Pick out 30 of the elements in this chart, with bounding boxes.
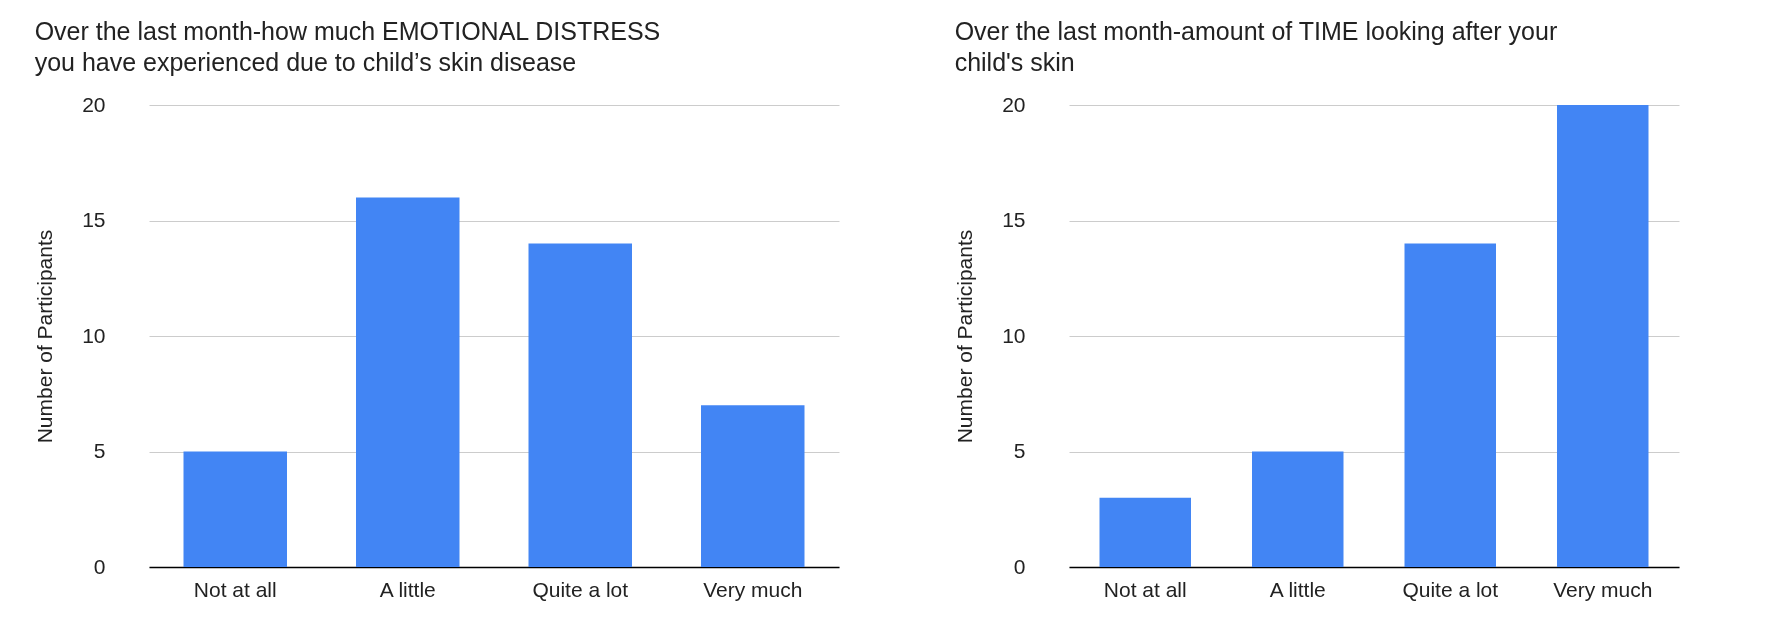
x-tick-label: Very much (703, 577, 803, 601)
y-tick-label: 20 (1002, 92, 1026, 116)
chart-title: Over the last month-how much EMOTIONAL DISTRESS you have experienced due to child’s skin disease (34, 17, 661, 76)
bar (1404, 243, 1496, 567)
bar (356, 197, 460, 567)
y-tick-label: 5 (1013, 439, 1026, 462)
x-tick-label: A little (379, 577, 436, 601)
y-tick-label: 0 (93, 554, 106, 578)
bar (1099, 497, 1191, 567)
y-tick-label: 15 (1002, 208, 1026, 231)
x-tick-label: Not at all (1103, 577, 1187, 601)
bar (528, 243, 632, 567)
bar (183, 451, 287, 567)
bar (701, 405, 805, 567)
y-tick-label: 15 (82, 208, 106, 231)
x-tick-label: A little (1269, 577, 1326, 601)
y-tick-label: 20 (82, 92, 106, 116)
x-tick-label: Very much (1553, 577, 1653, 601)
y-axis-title: Number of Participants (33, 229, 57, 444)
x-tick-label: Quite a lot (532, 577, 629, 601)
y-axis-title: Number of Participants (953, 229, 977, 444)
y-tick-label: 10 (82, 323, 106, 347)
x-tick-label: Quite a lot (1402, 577, 1499, 601)
bar (1252, 451, 1344, 567)
y-tick-label: 5 (93, 439, 106, 462)
x-tick-label: Not at all (193, 577, 277, 601)
y-tick-label: 10 (1002, 323, 1026, 347)
y-tick-label: 0 (1013, 554, 1026, 578)
bar (1557, 105, 1649, 567)
chart-title: Over the last month-amount of TIME looking after your child's skin (954, 17, 1558, 76)
